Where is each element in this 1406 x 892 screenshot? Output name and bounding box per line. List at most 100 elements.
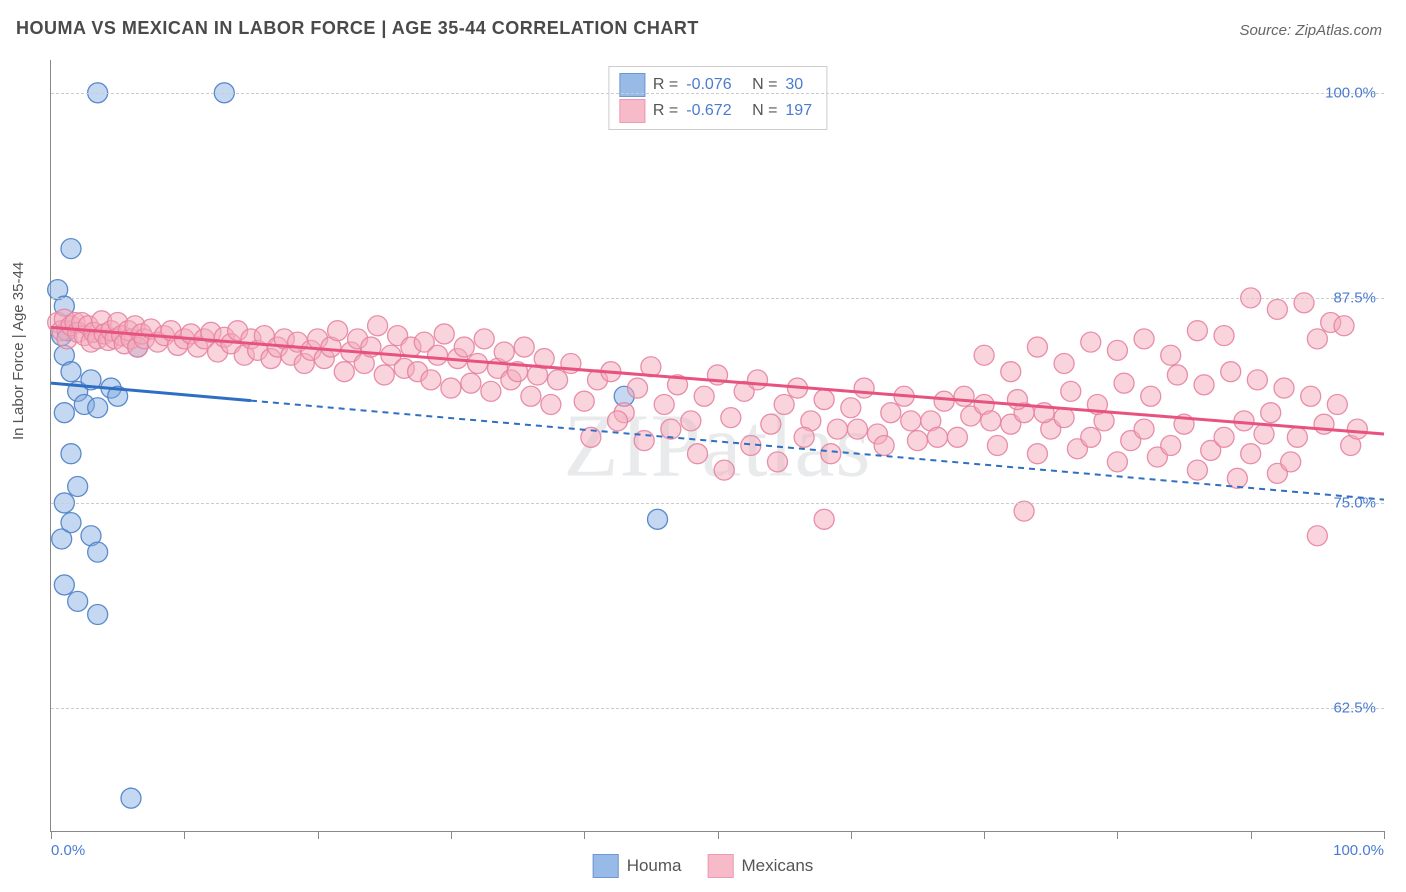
chart-container: HOUMA VS MEXICAN IN LABOR FORCE | AGE 35… [0,0,1406,892]
data-point [454,337,474,357]
x-tick [718,831,719,839]
data-point [328,321,348,341]
data-point [1261,403,1281,423]
data-point [1281,452,1301,472]
data-point [1274,378,1294,398]
x-tick [451,831,452,839]
data-point [854,378,874,398]
data-point [421,370,441,390]
data-point [628,378,648,398]
data-point [981,411,1001,431]
data-point [1141,386,1161,406]
legend-r-label: R = [653,72,678,98]
legend-swatch-houma [593,854,619,878]
chart-title: HOUMA VS MEXICAN IN LABOR FORCE | AGE 35… [16,18,699,39]
data-point [1221,362,1241,382]
data-point [947,427,967,447]
data-point [847,419,867,439]
scatter-plot-svg [51,60,1384,831]
data-point [661,419,681,439]
data-point [1001,362,1021,382]
data-point [681,411,701,431]
data-point [874,436,894,456]
data-point [548,370,568,390]
data-point [1027,337,1047,357]
data-point [987,436,1007,456]
data-point [521,386,541,406]
data-point [761,414,781,434]
data-point [794,427,814,447]
data-point [814,390,834,410]
gridline-h [51,503,1384,504]
data-point [1194,375,1214,395]
legend-label: Mexicans [742,856,814,876]
data-point [1054,353,1074,373]
gridline-h [51,93,1384,94]
data-point [714,460,734,480]
data-point [1014,501,1034,521]
x-tick [51,831,52,839]
data-point [88,604,108,624]
data-point [368,316,388,336]
data-point [1054,408,1074,428]
data-point [841,398,861,418]
data-point [907,431,927,451]
legend-label: Houma [627,856,682,876]
data-point [814,509,834,529]
legend-swatch-mexicans [708,854,734,878]
data-point [61,362,81,382]
data-point [608,411,628,431]
data-point [61,444,81,464]
x-tick [584,831,585,839]
data-point [1267,299,1287,319]
data-point [1061,381,1081,401]
data-point [901,411,921,431]
legend-n-label: N = [752,72,777,98]
legend-n-value: 197 [785,98,812,124]
x-tick [1384,831,1385,839]
legend-row: R = -0.076 N = 30 [619,72,812,98]
data-point [648,509,668,529]
chart-source: Source: ZipAtlas.com [1239,22,1382,39]
data-point [1307,526,1327,546]
data-point [927,427,947,447]
data-point [1114,373,1134,393]
data-point [494,342,514,362]
data-point [88,398,108,418]
data-point [1241,444,1261,464]
x-tick [1251,831,1252,839]
gridline-h-label: 75.0% [1333,494,1376,511]
data-point [1081,332,1101,352]
gridline-h-label: 62.5% [1333,699,1376,716]
data-point [1307,329,1327,349]
data-point [1161,436,1181,456]
gridline-h-label: 100.0% [1325,84,1376,101]
data-point [1287,427,1307,447]
data-point [688,444,708,464]
data-point [827,419,847,439]
data-point [88,542,108,562]
legend-n-value: 30 [785,72,803,98]
data-point [774,394,794,414]
data-point [474,329,494,349]
x-max-label: 100.0% [1333,842,1384,859]
data-point [68,591,88,611]
legend-item-houma: Houma [593,854,682,878]
data-point [54,575,74,595]
data-point [1134,419,1154,439]
gridline-h [51,708,1384,709]
data-point [954,386,974,406]
data-point [481,381,501,401]
data-point [747,370,767,390]
data-point [61,513,81,533]
data-point [1334,316,1354,336]
data-point [1107,452,1127,472]
data-point [54,403,74,423]
data-point [1294,293,1314,313]
data-point [1187,460,1207,480]
data-point [1187,321,1207,341]
legend-r-value: -0.076 [686,72,731,98]
data-point [1081,427,1101,447]
data-point [461,373,481,393]
x-tick [184,831,185,839]
